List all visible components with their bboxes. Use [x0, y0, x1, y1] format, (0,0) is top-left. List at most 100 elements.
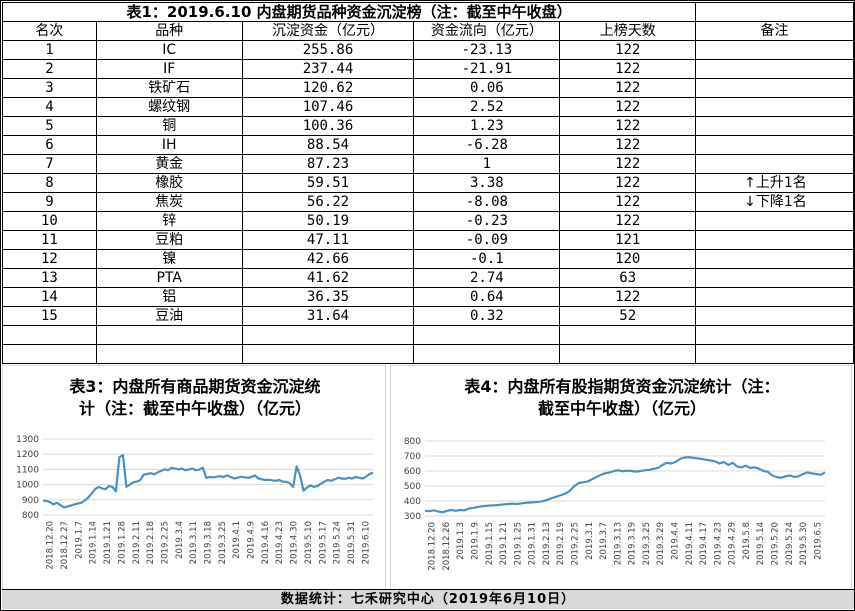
- y-tick-label: 1300: [16, 435, 39, 445]
- y-tick-label: 1100: [16, 465, 39, 475]
- days-cell: 122: [559, 192, 697, 212]
- index-chart-title: 表4：内盘所有股指期货资金沉淀统计（注： 截至中午收盘）（亿元）: [401, 376, 843, 420]
- flow-cell: 2.52: [413, 97, 561, 117]
- table-row: 13 PTA 41.62 2.74 63: [2, 268, 854, 288]
- note-cell: [695, 230, 854, 250]
- commodity-chart-title-line1: 表3：内盘所有商品期货资金沉淀统: [69, 377, 321, 396]
- series-line: [424, 456, 826, 514]
- rank-cell: 10: [2, 211, 97, 231]
- y-tick-label: 1000: [16, 481, 39, 491]
- variety-cell: PTA: [95, 268, 243, 288]
- x-tick-label: 2019.4.23: [275, 521, 285, 564]
- x-tick-label: 2019.5.17: [318, 521, 328, 564]
- index-chart-title-line2: 截至中午收盘）（亿元）: [537, 399, 706, 418]
- rank-cell: 7: [2, 154, 97, 174]
- funds-cell: 237.44: [241, 59, 415, 79]
- funds-cell: 59.51: [241, 173, 415, 193]
- flow-cell: 0.32: [413, 306, 561, 326]
- x-tick-label: 2019.4.30: [290, 521, 300, 564]
- y-tick-label: 600: [404, 467, 421, 477]
- variety-cell: 镍: [95, 249, 243, 269]
- arrow-up-icon: ↑: [744, 174, 756, 191]
- flow-cell: 1.23: [413, 116, 561, 136]
- funds-cell: 100.36: [241, 116, 415, 136]
- x-tick-label: 2019.5.14: [756, 522, 766, 565]
- funds-cell: 50.19: [241, 211, 415, 231]
- x-tick-label: 2019.2.19: [556, 522, 566, 565]
- x-tick-label: 2019.1.31: [528, 522, 538, 565]
- table-row: 1 IC 255.86 -23.13 122: [2, 40, 854, 60]
- x-tick-label: 2019.1.15: [485, 522, 495, 565]
- x-tick-label: 2019.3.25: [218, 521, 228, 564]
- note-cell: [695, 97, 854, 117]
- x-tick-label: 2019.5.30: [799, 522, 809, 565]
- header-variety: 品种: [95, 21, 243, 41]
- ranking-table: 表1：2019.6.10 内盘期货品种资金沉淀榜（注：截至中午收盘） 名次 品种…: [1, 2, 854, 364]
- x-tick-label: 2019.1.21: [103, 521, 113, 564]
- table-row: 6 IH 88.54 -6.28 122: [2, 135, 854, 155]
- days-cell: 122: [559, 97, 697, 117]
- y-tick-label: 500: [404, 482, 421, 492]
- rank-cell: 8: [2, 173, 97, 193]
- x-tick-label: 2019.1.9: [471, 522, 481, 560]
- days-cell: 122: [559, 59, 697, 79]
- variety-cell: IH: [95, 135, 243, 155]
- x-tick-label: 2019.2.18: [146, 521, 156, 564]
- x-tick-label: 2018.12.20: [46, 521, 56, 570]
- header-funds: 沉淀资金（亿元）: [241, 21, 415, 41]
- note-cell: [695, 249, 854, 269]
- variety-cell: 铜: [95, 116, 243, 136]
- y-tick-label: 800: [22, 511, 39, 521]
- flow-cell: 0.64: [413, 287, 561, 307]
- days-cell: 63: [559, 268, 697, 288]
- x-tick-label: 2019.3.19: [628, 522, 638, 565]
- x-tick-label: 2019.5.24: [785, 522, 795, 565]
- x-tick-label: 2019.3.13: [613, 522, 623, 565]
- x-tick-label: 2019.3.18: [204, 521, 214, 564]
- rank-cell: 2: [2, 59, 97, 79]
- variety-cell: 橡胶: [95, 173, 243, 193]
- y-tick-label: 1200: [16, 450, 39, 460]
- x-tick-label: 2019.4.29: [728, 522, 738, 565]
- funds-cell: 87.23: [241, 154, 415, 174]
- variety-cell: 豆粕: [95, 230, 243, 250]
- note-cell: [695, 287, 854, 307]
- note-cell: [695, 268, 854, 288]
- variety-cell: 豆油: [95, 306, 243, 326]
- x-tick-label: 2019.4.1: [232, 521, 242, 559]
- days-cell: 122: [559, 135, 697, 155]
- rank-cell: 9: [2, 192, 97, 212]
- table-row: 9 焦炭 56.22 -8.08 122 ↓下降1名: [2, 192, 854, 212]
- note-cell: [695, 306, 854, 326]
- table-row: 15 豆油 31.64 0.32 52: [2, 306, 854, 326]
- flow-cell: 2.74: [413, 268, 561, 288]
- variety-cell: [95, 325, 243, 345]
- table-title: 表1：2019.6.10 内盘期货品种资金沉淀榜（注：截至中午收盘）: [1, 2, 697, 22]
- x-tick-label: 2019.3.29: [656, 522, 666, 565]
- days-cell: 122: [559, 116, 697, 136]
- funds-cell: [241, 325, 415, 345]
- table-row: 7 黄金 87.23 1 122: [2, 154, 854, 174]
- header-row: 名次 品种 沉淀资金（亿元） 资金流向（亿元） 上榜天数 备注: [2, 21, 854, 41]
- flow-cell: -0.1: [413, 249, 561, 269]
- note-cell: [695, 40, 854, 60]
- note-cell: ↓下降1名: [695, 192, 854, 212]
- table-row: 14 铝 36.35 0.64 122: [2, 287, 854, 307]
- arrow-down-icon: ↓: [744, 193, 756, 210]
- variety-cell: IF: [95, 59, 243, 79]
- x-tick-label: 2018.12.20: [428, 522, 438, 571]
- x-tick-label: 2019.2.11: [132, 521, 142, 564]
- days-cell: 122: [559, 287, 697, 307]
- flow-cell: -6.28: [413, 135, 561, 155]
- flow-cell: [413, 325, 561, 345]
- flow-cell: -23.13: [413, 40, 561, 60]
- table-row: 2 IF 237.44 -21.91 122: [2, 59, 854, 79]
- y-tick-label: 700: [404, 452, 421, 462]
- table-row: 5 铜 100.36 1.23 122: [2, 116, 854, 136]
- variety-cell: 焦炭: [95, 192, 243, 212]
- flow-cell: -21.91: [413, 59, 561, 79]
- table-row: 10 锌 50.19 -0.23 122: [2, 211, 854, 231]
- x-tick-label: 2018.12.27: [60, 521, 70, 570]
- x-tick-label: 2019.1.21: [499, 522, 509, 565]
- x-tick-label: 2019.3.4: [175, 521, 185, 559]
